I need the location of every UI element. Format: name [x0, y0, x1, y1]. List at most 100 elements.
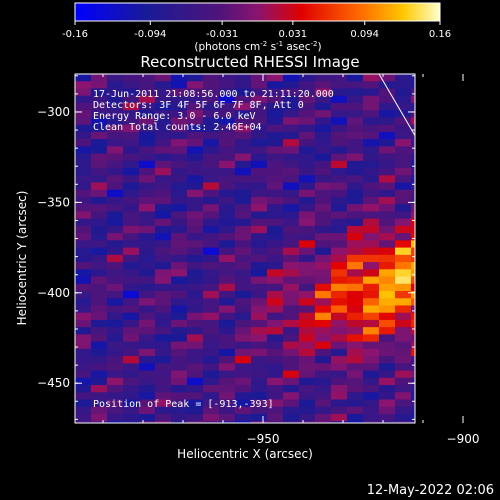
- heatmap-cell: [267, 88, 284, 97]
- heatmap-cell: [139, 290, 156, 299]
- heatmap-cell: [363, 406, 380, 415]
- heatmap-cell: [251, 254, 268, 263]
- heatmap-cell: [315, 413, 332, 422]
- heatmap-cell: [139, 131, 156, 140]
- heatmap-cell: [75, 240, 92, 248]
- heatmap-cell: [379, 175, 396, 183]
- heatmap-cell: [75, 413, 92, 422]
- heatmap-cell: [283, 348, 300, 357]
- heatmap-cell: [251, 262, 268, 270]
- heatmap-cell: [91, 160, 108, 169]
- heatmap-cell: [347, 204, 364, 212]
- heatmap-cell: [123, 175, 140, 183]
- heatmap-cell: [235, 117, 252, 126]
- heatmap-cell: [203, 413, 220, 422]
- heatmap-cell: [251, 290, 268, 299]
- heatmap-cell: [363, 341, 380, 350]
- heatmap-cell: [91, 298, 108, 306]
- heatmap-cell: [123, 74, 140, 82]
- heatmap-cell: [219, 262, 236, 270]
- heatmap-cell: [283, 428, 299, 436]
- heatmap-cell: [363, 74, 380, 82]
- heatmap-cell: [75, 182, 92, 191]
- heatmap-cell: [155, 81, 172, 89]
- heatmap-cell: [91, 218, 108, 227]
- heatmap-cell: [235, 319, 252, 328]
- heatmap-cell: [91, 312, 108, 321]
- heatmap-cell: [363, 413, 380, 422]
- heatmap-cell: [347, 110, 364, 118]
- heatmap-cell: [251, 225, 268, 234]
- heatmap-cell: [203, 356, 220, 364]
- heatmap-cell: [107, 160, 124, 169]
- heatmap-cell: [219, 196, 236, 205]
- heatmap-cell: [187, 211, 204, 220]
- heatmap-cell: [187, 247, 204, 256]
- heatmap-cell: [331, 160, 348, 169]
- heatmap-cell: [283, 139, 300, 147]
- heatmap-cell: [283, 421, 300, 423]
- heatmap-cell: [299, 146, 316, 154]
- heatmap-cell: [411, 370, 415, 379]
- heatmap-cell: [411, 139, 415, 147]
- heatmap-cell: [395, 341, 412, 350]
- heatmap-cell: [235, 124, 252, 133]
- heatmap-cell: [315, 124, 332, 133]
- heatmap-cell: [139, 377, 156, 386]
- heatmap-cell: [187, 139, 204, 147]
- heatmap-cell: [411, 81, 415, 89]
- heatmap-cell: [139, 211, 156, 220]
- heatmap-cell: [75, 81, 92, 89]
- heatmap-cell: [299, 88, 316, 97]
- heatmap-cell: [363, 153, 380, 162]
- heatmap-cell: [107, 254, 124, 263]
- heatmap-cell: [91, 356, 108, 364]
- heatmap-cell: [203, 370, 220, 379]
- heatmap-cell: [331, 283, 348, 292]
- heatmap-cell: [107, 124, 124, 133]
- heatmap-cell: [283, 370, 300, 379]
- heatmap-cell: [347, 356, 364, 364]
- heatmap-cell: [91, 146, 108, 154]
- heatmap-cell: [411, 319, 415, 328]
- heatmap-cell: [91, 348, 108, 357]
- heatmap-cell: [219, 225, 236, 234]
- heatmap-cell: [203, 175, 220, 183]
- heatmap-cell: [395, 262, 412, 270]
- heatmap-cell: [299, 247, 316, 256]
- heatmap-cell: [171, 377, 188, 386]
- heatmap-cell: [91, 428, 107, 436]
- heatmap-cell: [155, 305, 172, 314]
- heatmap-cell: [107, 225, 124, 234]
- heatmap-cell: [347, 189, 364, 198]
- heatmap-cell: [75, 356, 92, 364]
- heatmap-cell: [171, 74, 188, 82]
- heatmap-cell: [171, 269, 188, 277]
- heatmap-cell: [219, 182, 236, 191]
- heatmap-cell: [203, 276, 220, 285]
- heatmap-cell: [331, 102, 348, 111]
- heatmap-cell: [203, 233, 220, 241]
- heatmap-cell: [203, 131, 220, 140]
- heatmap-cell: [187, 428, 203, 436]
- heatmap-cell: [315, 146, 332, 154]
- heatmap-cell: [75, 117, 92, 126]
- heatmap-cell: [379, 305, 396, 314]
- heatmap-cell: [395, 204, 412, 212]
- heatmap-cell: [139, 370, 156, 379]
- heatmap-cell: [187, 327, 204, 335]
- y-axis-label: Heliocentric Y (arcsec): [15, 191, 29, 326]
- heatmap-cell: [187, 117, 204, 126]
- heatmap-cell: [203, 204, 220, 212]
- heatmap-cell: [219, 168, 236, 176]
- heatmap-cell: [235, 283, 252, 292]
- heatmap-cell: [411, 247, 415, 256]
- heatmap-cell: [267, 160, 284, 169]
- heatmap-cell: [267, 269, 284, 277]
- heatmap-cell: [251, 131, 268, 140]
- heatmap-cell: [91, 413, 108, 422]
- heatmap-cell: [395, 319, 412, 328]
- heatmap-cell: [283, 110, 300, 118]
- heatmap-cell: [155, 117, 172, 126]
- heatmap-cell: [363, 428, 379, 436]
